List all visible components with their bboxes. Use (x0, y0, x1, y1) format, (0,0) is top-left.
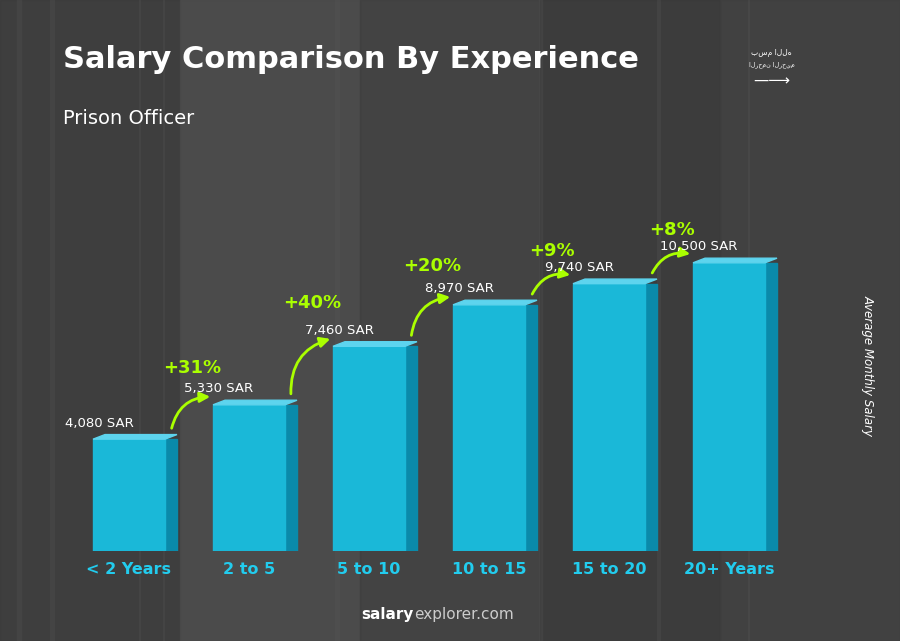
Polygon shape (405, 346, 417, 551)
Text: —⟶: —⟶ (753, 73, 790, 88)
Text: +31%: +31% (163, 359, 221, 378)
Text: Salary Comparison By Experience: Salary Comparison By Experience (63, 45, 639, 74)
Text: الرحمن الرحيم: الرحمن الرحيم (749, 61, 795, 67)
Polygon shape (453, 300, 537, 305)
Text: +9%: +9% (529, 242, 575, 260)
Bar (360, 0, 540, 641)
Polygon shape (525, 305, 537, 551)
Text: 10,500 SAR: 10,500 SAR (661, 240, 738, 253)
Bar (693, 263, 765, 551)
Polygon shape (285, 405, 297, 551)
Bar (573, 284, 645, 551)
Text: +20%: +20% (403, 257, 461, 275)
Bar (180, 0, 360, 641)
Bar (540, 0, 720, 641)
Bar (0, 0, 180, 641)
Text: Average Monthly Salary: Average Monthly Salary (862, 295, 875, 436)
Text: +8%: +8% (649, 221, 695, 239)
Text: 8,970 SAR: 8,970 SAR (425, 282, 493, 296)
Polygon shape (645, 284, 657, 551)
Text: 5,330 SAR: 5,330 SAR (184, 382, 254, 395)
Text: Prison Officer: Prison Officer (63, 109, 194, 128)
Text: 7,460 SAR: 7,460 SAR (304, 324, 374, 337)
Bar (720, 0, 900, 641)
Text: salary: salary (362, 607, 414, 622)
Text: 9,740 SAR: 9,740 SAR (544, 261, 614, 274)
Polygon shape (213, 400, 297, 405)
Polygon shape (765, 263, 777, 551)
Text: بسم الله: بسم الله (752, 48, 792, 57)
Bar (453, 305, 525, 551)
Polygon shape (693, 258, 777, 263)
Polygon shape (573, 279, 657, 284)
Bar (213, 405, 285, 551)
Text: +40%: +40% (283, 294, 341, 312)
Text: explorer.com: explorer.com (414, 607, 514, 622)
Text: 4,080 SAR: 4,080 SAR (65, 417, 133, 429)
Bar (93, 439, 165, 551)
Polygon shape (333, 342, 417, 346)
Polygon shape (93, 435, 177, 439)
Bar (333, 346, 405, 551)
Polygon shape (165, 439, 177, 551)
